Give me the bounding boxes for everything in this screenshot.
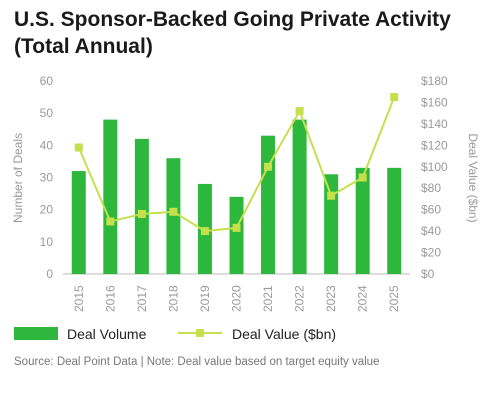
- y-left-tick-label: 10: [40, 235, 54, 249]
- y-right-tick-label: $0: [421, 267, 435, 281]
- x-tick-label: 2016: [103, 285, 117, 312]
- x-tick-label: 2021: [261, 285, 275, 312]
- y-left-tick-label: 20: [40, 203, 54, 217]
- x-tick-label: 2018: [166, 285, 180, 312]
- chart-canvas: 0 10 20 30 40 50 60 $0 $20 $40 $60 $80 $100 $120 $140 $…: [11, 74, 480, 342]
- chart-title: U.S. Sponsor-Backed Going Private Activi…: [14, 6, 484, 60]
- bar-deal-volume: [71, 171, 86, 274]
- y-left-tick-label: 0: [46, 267, 53, 281]
- y-left-tick-label: 60: [40, 74, 54, 88]
- point-deal-value: [74, 143, 83, 152]
- legend-swatch-marker: [196, 329, 204, 337]
- point-deal-value: [169, 207, 178, 216]
- bar-deal-volume: [387, 167, 402, 274]
- y-left-axis-title: Number of Deals: [11, 133, 25, 223]
- y-right-tick-label: $80: [421, 181, 441, 195]
- bar-deal-volume: [324, 174, 339, 274]
- y-left-tick-label: 50: [40, 106, 54, 120]
- legend-label-deal-value: Deal Value ($bn): [232, 326, 336, 342]
- x-tick-label: 2023: [324, 285, 338, 312]
- y-right-tick-label: $40: [421, 224, 441, 238]
- y-right-tick-label: $20: [421, 246, 441, 260]
- bar-deal-volume: [166, 158, 181, 274]
- source-note: Source: Deal Point Data | Note: Deal val…: [14, 356, 380, 368]
- y-right-tick-label: $100: [421, 160, 448, 174]
- bar-deal-volume: [355, 167, 370, 274]
- y-left-tick-label: 30: [40, 171, 54, 185]
- legend-swatch-deal-volume: [14, 327, 58, 340]
- y-right-tick-label: $60: [421, 203, 441, 217]
- x-tick-label: 2025: [387, 285, 401, 312]
- point-deal-value: [358, 173, 367, 182]
- bar-deal-volume: [134, 138, 149, 274]
- x-tick-label: 2020: [230, 285, 244, 312]
- point-deal-value: [232, 223, 241, 232]
- y-right-axis-title: Deal Value ($bn): [466, 133, 480, 222]
- x-tick-label: 2019: [198, 285, 212, 312]
- y-right-tick-label: $160: [421, 95, 448, 109]
- y-right-tick-label: $180: [421, 74, 448, 88]
- x-tick-label: 2024: [356, 285, 370, 312]
- bar-deal-volume: [103, 119, 118, 274]
- point-deal-value: [390, 93, 399, 102]
- point-deal-value: [200, 227, 209, 236]
- point-deal-value: [137, 209, 146, 218]
- bar-deal-volume: [229, 196, 244, 274]
- y-right-tick-label: $120: [421, 138, 448, 152]
- point-deal-value: [295, 107, 304, 116]
- y-left-tick-label: 40: [40, 138, 54, 152]
- bar-deal-volume: [292, 119, 307, 274]
- x-tick-label: 2017: [135, 285, 149, 312]
- y-right-tick-label: $140: [421, 117, 448, 131]
- point-deal-value: [327, 191, 336, 200]
- x-tick-label: 2015: [72, 285, 86, 312]
- legend-label-deal-volume: Deal Volume: [67, 326, 147, 342]
- chart-title-line2: (Total Annual): [14, 35, 153, 58]
- point-deal-value: [106, 217, 115, 226]
- point-deal-value: [264, 162, 273, 171]
- chart-title-line1: U.S. Sponsor-Backed Going Private Activi…: [14, 8, 451, 31]
- x-tick-label: 2022: [293, 285, 307, 312]
